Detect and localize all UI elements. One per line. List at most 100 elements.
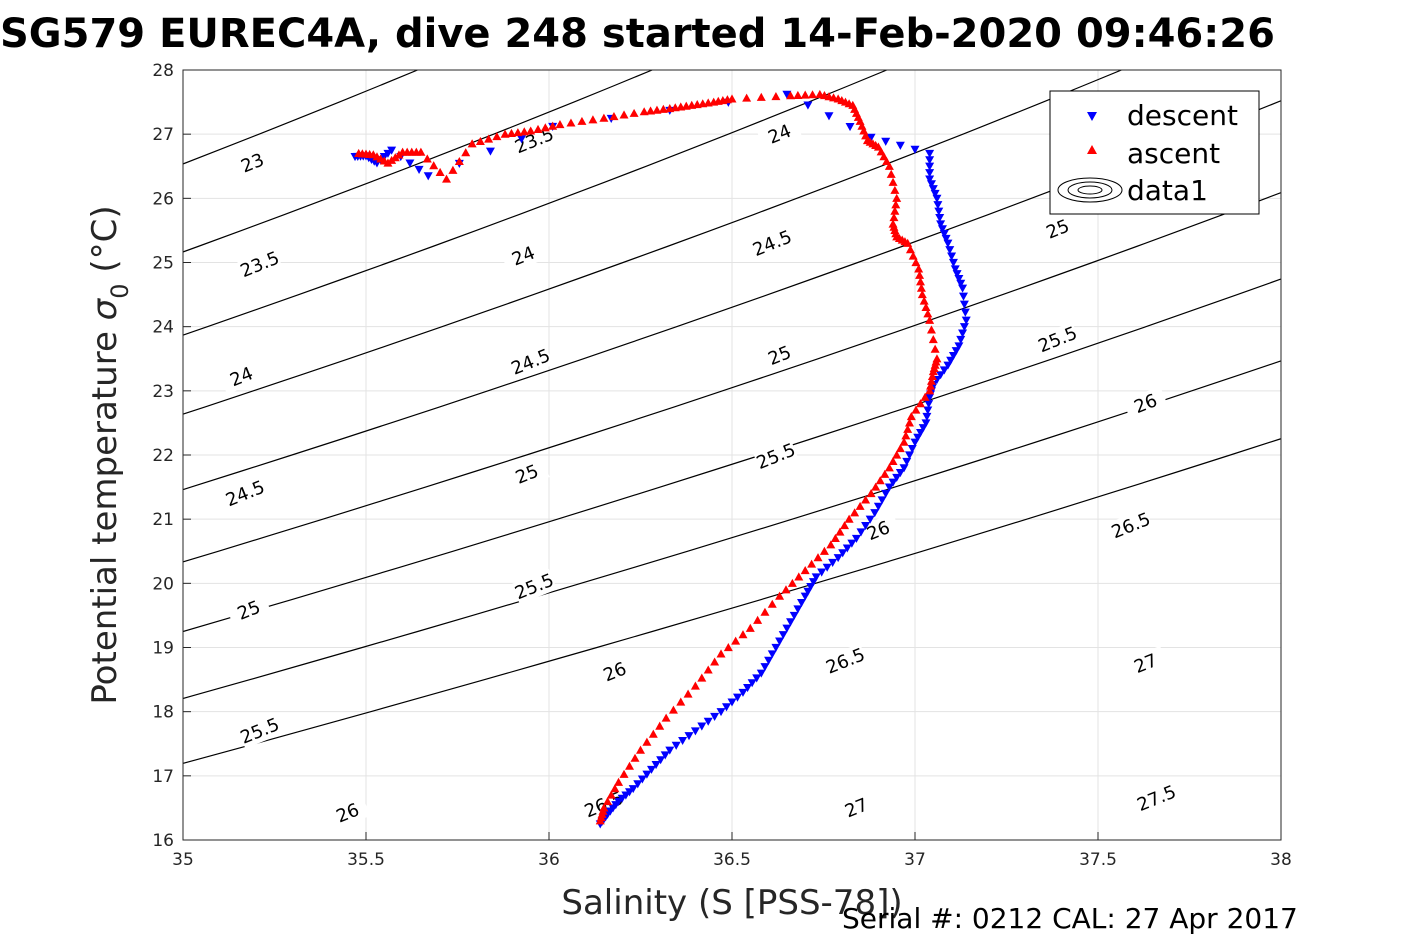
ascent-point [513, 128, 523, 137]
descent-point [727, 698, 737, 707]
descent-point [861, 521, 871, 531]
series-ascent [354, 89, 942, 825]
ascent-point [826, 540, 836, 549]
descent-point [895, 141, 905, 150]
ascent-point [781, 585, 791, 594]
ascent-point [892, 193, 902, 202]
y-tick-label: 27 [152, 125, 174, 145]
contour-label-bg [1108, 507, 1154, 544]
descent-point [752, 674, 762, 683]
chart-title: SG579 EUREC4A, dive 248 started 14-Feb-2… [0, 11, 1275, 57]
descent-point [803, 101, 813, 110]
contour-label-bg [511, 122, 558, 159]
descent-point [423, 172, 433, 181]
ascent-point [890, 185, 900, 194]
descent-point [958, 292, 968, 301]
descent-point [913, 433, 923, 442]
ascent-point [886, 169, 896, 178]
y-tick-label: 20 [152, 574, 174, 594]
descent-point [684, 732, 694, 741]
ascent-point [866, 489, 876, 498]
ascent-point [901, 431, 911, 440]
contour-line [183, 438, 1281, 764]
x-axis-label: Salinity (S [PSS-78]) [561, 883, 902, 923]
descent-point [924, 400, 934, 409]
descent-point [952, 270, 962, 279]
contour-line [183, 70, 1124, 415]
ascent-point [630, 753, 640, 762]
ascent-point [891, 200, 901, 209]
ascent-point [903, 424, 913, 433]
ascent-point [716, 649, 726, 658]
ascent-point [727, 94, 737, 103]
descent-point [958, 329, 968, 338]
descent-point [671, 741, 681, 750]
contour-label-bg [504, 456, 550, 492]
data-series [350, 89, 971, 829]
descent-point [950, 265, 960, 274]
ascent-point [648, 729, 658, 738]
ascent-point [599, 113, 609, 122]
ascent-point [710, 657, 720, 666]
descent-point [877, 496, 887, 505]
ascent-point [484, 134, 494, 143]
ascent-point [926, 325, 936, 334]
y-axis-ticks: 16 17 18 19 20 21 22 23 24 25 26 27 28 [152, 61, 191, 851]
descent-point [959, 300, 969, 309]
ascent-point [884, 463, 894, 472]
ascent-point [925, 315, 935, 324]
ascent-point [819, 546, 829, 555]
ascent-point [614, 777, 624, 786]
descent-point [892, 473, 902, 482]
descent-point [907, 444, 917, 454]
ascent-point [690, 681, 700, 690]
descent-point [959, 323, 969, 332]
ascent-point [566, 118, 576, 127]
descent-point [865, 515, 875, 524]
descent-point [960, 308, 970, 317]
ascent-point [467, 139, 477, 148]
ascent-point [609, 112, 619, 121]
contour-label-bg [753, 438, 799, 474]
descent-point [697, 722, 707, 731]
y-tick-label: 21 [152, 510, 174, 530]
descent-point [851, 534, 861, 543]
descent-point [811, 573, 821, 582]
ascent-point [888, 177, 898, 186]
descent-point [722, 703, 732, 712]
ascent-point [760, 607, 770, 616]
contour-label-bg [222, 475, 268, 512]
legend-descent-label: descent [1127, 99, 1238, 132]
descent-point [651, 761, 661, 770]
descent-point [782, 90, 792, 99]
descent-point [797, 598, 807, 608]
ascent-point [914, 264, 924, 273]
contour-label-bg [500, 238, 547, 274]
contour-label-bg [229, 145, 276, 181]
descent-point [517, 135, 527, 144]
ascent-point [658, 104, 668, 113]
descent-point [793, 605, 803, 614]
contour-label-bg [237, 246, 283, 283]
ascent-point [767, 599, 777, 608]
descent-point [747, 679, 757, 688]
descent-point [803, 587, 813, 596]
ascent-point [745, 623, 755, 632]
ascent-point [526, 126, 536, 135]
descent-point [656, 756, 666, 765]
descent-point [902, 457, 912, 466]
descent-point [905, 451, 915, 460]
ascent-point [753, 615, 763, 624]
ascent-point [610, 784, 620, 793]
ascent-point [629, 108, 639, 117]
descent-point [951, 347, 961, 356]
ascent-point [771, 91, 781, 101]
ascent-point [921, 302, 931, 312]
ascent-point [492, 132, 502, 141]
ascent-point [911, 405, 921, 414]
ascent-point [683, 689, 693, 698]
descent-point [948, 351, 958, 361]
descent-point [954, 274, 964, 284]
y-tick-label: 19 [152, 639, 174, 659]
ascent-point [905, 418, 915, 427]
